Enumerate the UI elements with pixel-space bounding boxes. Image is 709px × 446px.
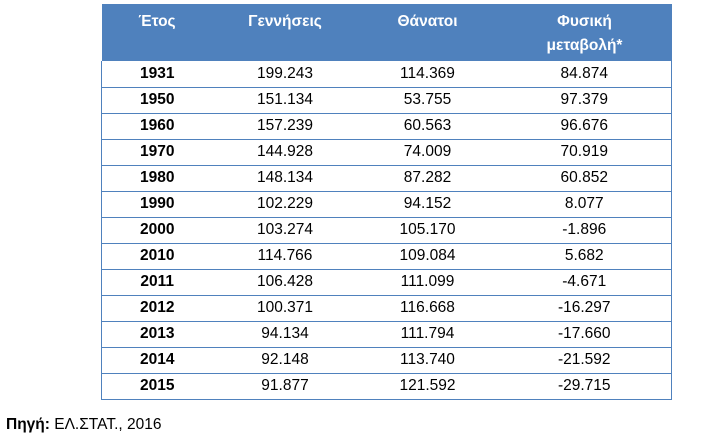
cell-births: 100.371 [212,295,358,322]
table-row: 2013 94.134 111.794 -17.660 [101,321,672,348]
cell-natural-change: 60.852 [497,165,672,192]
cell-year: 1931 [101,61,213,88]
header-natural-change-line2: μεταβολή* [546,37,623,54]
cell-natural-change: -29.715 [497,373,672,400]
cell-natural-change: -4.671 [497,269,672,296]
table-row: 1990 102.229 94.152 8.077 [101,191,672,218]
cell-deaths: 74.009 [357,139,498,166]
header-deaths: Θάνατοι [357,4,498,61]
cell-natural-change: -1.896 [497,217,672,244]
cell-year: 2011 [101,269,213,296]
header-natural-change: Φυσική μεταβολή* [497,4,672,61]
cell-natural-change: 70.919 [497,139,672,166]
cell-year: 2012 [101,295,213,322]
cell-deaths: 87.282 [357,165,498,192]
cell-year: 1960 [101,113,213,140]
header-births: Γεννήσεις [212,4,358,61]
cell-births: 92.148 [212,347,358,374]
cell-births: 91.877 [212,373,358,400]
table-row: 2010 114.766 109.084 5.682 [101,243,672,270]
data-table-container: Έτος Γεννήσεις Θάνατοι Φυσική μεταβολή* 1… [101,4,672,400]
table-row: 2012 100.371 116.668 -16.297 [101,295,672,322]
cell-year: 1950 [101,87,213,114]
cell-natural-change: 96.676 [497,113,672,140]
header-natural-change-line1: Φυσική [557,13,612,30]
cell-deaths: 114.369 [357,61,498,88]
table-row: 2000 103.274 105.170 -1.896 [101,217,672,244]
births-deaths-table: Έτος Γεννήσεις Θάνατοι Φυσική μεταβολή* 1… [101,4,672,400]
table-row: 2011 106.428 111.099 -4.671 [101,269,672,296]
cell-deaths: 121.592 [357,373,498,400]
header-year: Έτος [101,4,213,61]
cell-natural-change: -16.297 [497,295,672,322]
source-note: Πηγή: ΕΛ.ΣΤΑΤ., 2016 [6,416,161,434]
cell-births: 199.243 [212,61,358,88]
cell-deaths: 111.099 [357,269,498,296]
cell-deaths: 60.563 [357,113,498,140]
table-row: 1950 151.134 53.755 97.379 [101,87,672,114]
cell-births: 151.134 [212,87,358,114]
cell-deaths: 94.152 [357,191,498,218]
table-header-row: Έτος Γεννήσεις Θάνατοι Φυσική μεταβολή* [101,4,672,61]
cell-year: 1980 [101,165,213,192]
cell-births: 157.239 [212,113,358,140]
cell-year: 2000 [101,217,213,244]
cell-deaths: 116.668 [357,295,498,322]
cell-deaths: 105.170 [357,217,498,244]
cell-natural-change: -21.592 [497,347,672,374]
cell-births: 103.274 [212,217,358,244]
cell-deaths: 53.755 [357,87,498,114]
source-label: Πηγή: [6,416,50,433]
cell-births: 148.134 [212,165,358,192]
table-row: 1931 199.243 114.369 84.874 [101,61,672,88]
cell-year: 1970 [101,139,213,166]
cell-deaths: 109.084 [357,243,498,270]
cell-natural-change: 97.379 [497,87,672,114]
table-row: 1970 144.928 74.009 70.919 [101,139,672,166]
cell-natural-change: 5.682 [497,243,672,270]
cell-year: 2013 [101,321,213,348]
cell-year: 2010 [101,243,213,270]
source-text: ΕΛ.ΣΤΑΤ., 2016 [49,416,162,433]
table-body: 1931 199.243 114.369 84.874 1950 151.134 53.75… [101,61,672,400]
cell-births: 94.134 [212,321,358,348]
cell-births: 144.928 [212,139,358,166]
cell-births: 106.428 [212,269,358,296]
cell-births: 102.229 [212,191,358,218]
table-row: 1980 148.134 87.282 60.852 [101,165,672,192]
table-row: 2015 91.877 121.592 -29.715 [101,373,672,400]
cell-births: 114.766 [212,243,358,270]
cell-year: 2015 [101,373,213,400]
cell-year: 2014 [101,347,213,374]
cell-deaths: 113.740 [357,347,498,374]
cell-natural-change: 8.077 [497,191,672,218]
cell-natural-change: -17.660 [497,321,672,348]
cell-natural-change: 84.874 [497,61,672,88]
cell-year: 1990 [101,191,213,218]
table-row: 1960 157.239 60.563 96.676 [101,113,672,140]
table-row: 2014 92.148 113.740 -21.592 [101,347,672,374]
cell-deaths: 111.794 [357,321,498,348]
